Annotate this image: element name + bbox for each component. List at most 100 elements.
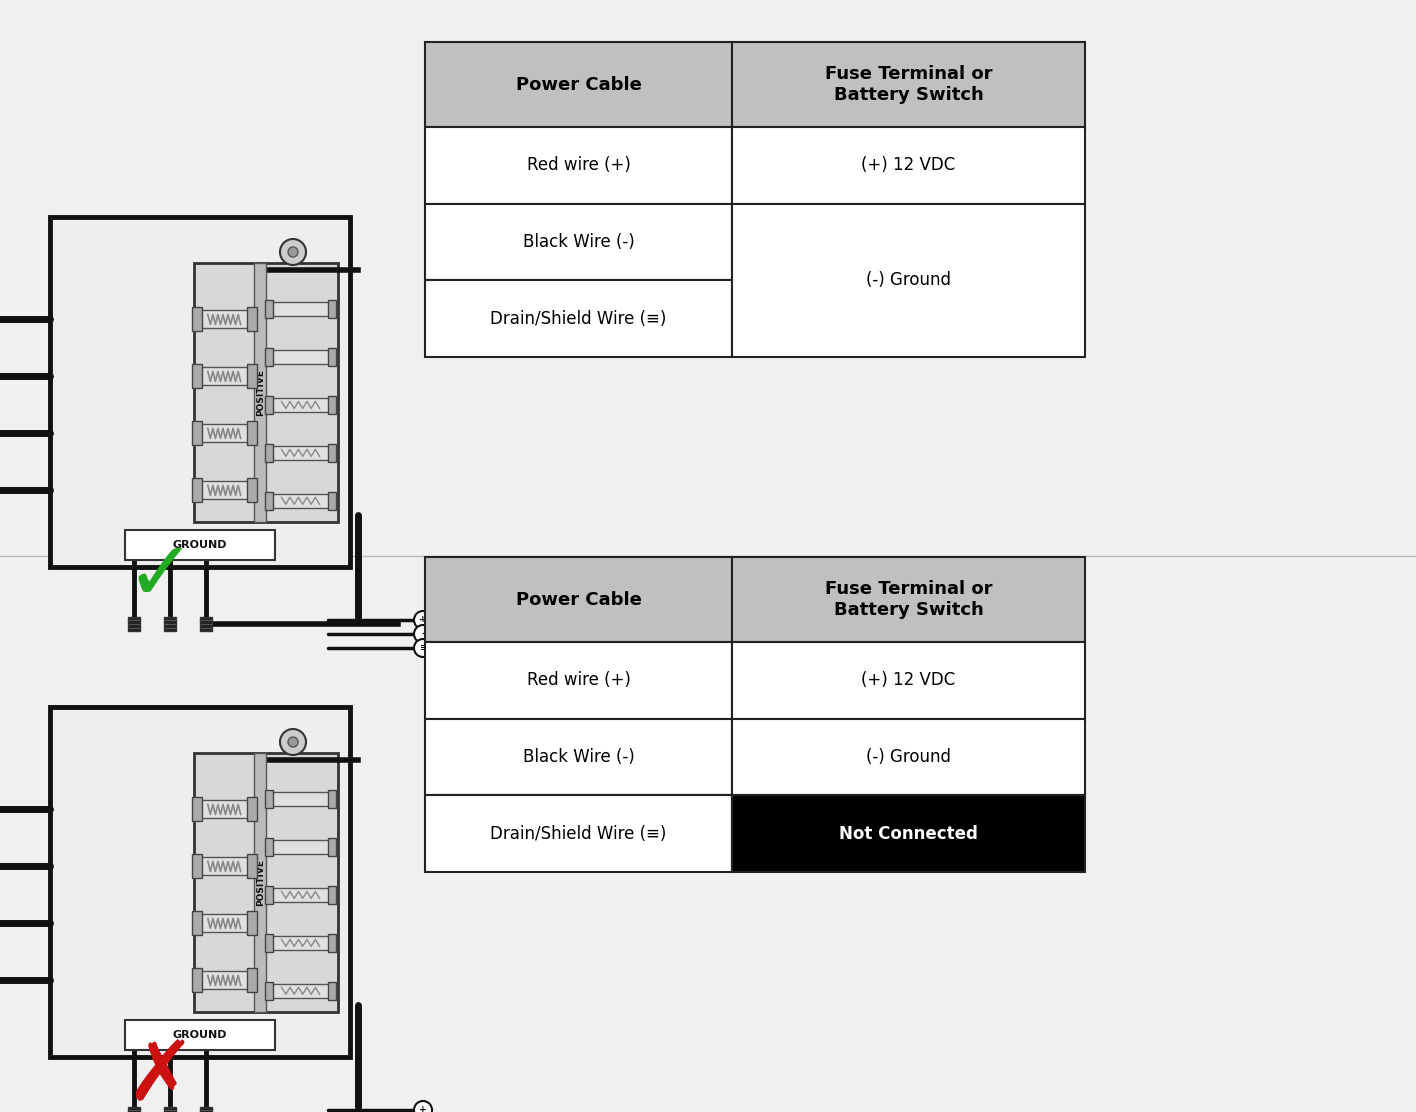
Bar	[246, 912, 256, 935]
Text: Not Connected: Not Connected	[840, 825, 978, 843]
Text: Black Wire (-): Black Wire (-)	[523, 234, 634, 251]
Text: Drain/Shield Wire (≡): Drain/Shield Wire (≡)	[490, 309, 667, 328]
Bar	[265, 396, 273, 414]
Bar	[193, 421, 202, 446]
Bar	[269, 936, 333, 950]
Bar	[125, 530, 275, 560]
Text: ✗: ✗	[125, 1036, 195, 1112]
Bar	[425, 795, 732, 872]
Bar	[732, 557, 1085, 642]
Text: Red wire (+): Red wire (+)	[527, 672, 630, 689]
Text: +: +	[419, 1105, 426, 1112]
Bar	[194, 753, 338, 1012]
Text: ≡: ≡	[419, 644, 426, 653]
Bar	[269, 888, 333, 902]
Bar	[329, 444, 336, 461]
Bar	[329, 492, 336, 509]
Text: (-) Ground: (-) Ground	[867, 271, 952, 289]
Bar	[197, 367, 252, 386]
Text: Fuse Terminal or
Battery Switch: Fuse Terminal or Battery Switch	[824, 66, 993, 103]
Bar	[265, 348, 273, 366]
Bar	[193, 365, 202, 388]
Bar	[197, 857, 252, 875]
Bar	[269, 984, 333, 997]
Bar	[269, 302, 333, 316]
Bar	[194, 262, 338, 522]
Bar	[732, 642, 1085, 718]
Bar	[732, 42, 1085, 127]
Bar	[127, 1108, 140, 1112]
Bar	[269, 446, 333, 460]
Bar	[197, 914, 252, 933]
Text: GROUND: GROUND	[173, 540, 227, 550]
Bar	[329, 886, 336, 904]
Bar	[732, 203, 1085, 357]
Bar	[269, 840, 333, 854]
Bar	[425, 642, 732, 718]
Bar	[265, 492, 273, 509]
Bar	[197, 425, 252, 443]
Bar	[246, 797, 256, 822]
Bar	[329, 348, 336, 366]
Bar	[329, 300, 336, 318]
Text: (+) 12 VDC: (+) 12 VDC	[861, 157, 956, 175]
Bar	[200, 617, 212, 631]
Text: POSITIVE: POSITIVE	[256, 858, 265, 905]
Text: -: -	[421, 629, 425, 638]
Bar	[425, 557, 732, 642]
Bar	[329, 982, 336, 1000]
Bar	[197, 972, 252, 990]
Bar	[265, 982, 273, 1000]
Bar	[193, 308, 202, 331]
Bar	[200, 1108, 212, 1112]
Bar	[425, 718, 732, 795]
Bar	[329, 838, 336, 856]
Bar	[193, 478, 202, 503]
Bar	[255, 262, 266, 522]
Bar	[732, 127, 1085, 203]
Text: Power Cable: Power Cable	[515, 76, 641, 93]
Bar	[246, 308, 256, 331]
Circle shape	[413, 610, 432, 629]
Bar	[425, 203, 732, 280]
Text: (-) Ground: (-) Ground	[867, 748, 952, 766]
Bar	[329, 396, 336, 414]
Bar	[265, 838, 273, 856]
Bar	[193, 969, 202, 992]
Bar	[193, 854, 202, 878]
Text: ✓: ✓	[125, 536, 195, 617]
Circle shape	[413, 639, 432, 657]
Bar	[269, 350, 333, 364]
Bar	[269, 494, 333, 508]
Circle shape	[413, 1101, 432, 1112]
Circle shape	[280, 729, 306, 755]
Bar	[425, 127, 732, 203]
Bar	[265, 444, 273, 461]
Bar	[732, 795, 1085, 872]
Bar	[197, 481, 252, 499]
Text: Red wire (+): Red wire (+)	[527, 157, 630, 175]
Text: GROUND: GROUND	[173, 1030, 227, 1040]
Bar	[425, 280, 732, 357]
Bar	[246, 421, 256, 446]
Bar	[255, 753, 266, 1012]
Circle shape	[287, 737, 297, 747]
Bar	[246, 365, 256, 388]
Text: POSITIVE: POSITIVE	[256, 368, 265, 416]
Bar	[265, 934, 273, 952]
Text: Drain/Shield Wire (≡): Drain/Shield Wire (≡)	[490, 825, 667, 843]
Text: (+) 12 VDC: (+) 12 VDC	[861, 672, 956, 689]
Bar	[246, 478, 256, 503]
Text: +: +	[419, 616, 426, 625]
Bar	[193, 912, 202, 935]
Bar	[269, 398, 333, 411]
Circle shape	[280, 239, 306, 265]
Bar	[269, 792, 333, 806]
Bar	[50, 217, 350, 567]
Bar	[164, 617, 176, 631]
Bar	[197, 310, 252, 328]
Bar	[329, 791, 336, 808]
Bar	[197, 801, 252, 818]
Text: Fuse Terminal or
Battery Switch: Fuse Terminal or Battery Switch	[824, 580, 993, 619]
Bar	[164, 1108, 176, 1112]
